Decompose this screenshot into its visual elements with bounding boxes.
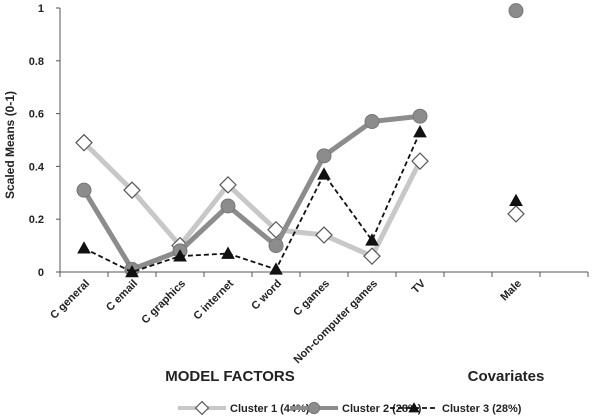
series-point <box>315 226 333 244</box>
y-tick-label: 0 <box>38 267 44 279</box>
legend-label: Cluster 1 (44%) <box>230 403 310 415</box>
series-point <box>307 401 321 415</box>
y-tick-label: 0.6 <box>29 109 44 121</box>
legend-item: Cluster 1 (44%) <box>178 400 310 416</box>
series-point <box>508 3 524 19</box>
series-line <box>83 131 421 273</box>
series-point <box>123 181 141 200</box>
x-tick-label: C games <box>291 278 332 319</box>
series-point <box>411 152 429 170</box>
x-tick-label: Non-computer games <box>292 278 380 366</box>
y-tick-label: 0.8 <box>29 56 44 68</box>
y-axis-label: Scaled Means (0-1) <box>3 91 17 199</box>
chart-series <box>75 3 525 278</box>
series-line <box>82 140 423 259</box>
x-tick-label: C word <box>249 278 284 313</box>
series-point <box>316 148 332 164</box>
series-point <box>412 108 428 124</box>
series-point <box>125 264 139 278</box>
y-tick-label: 0.2 <box>29 214 44 226</box>
group-label-covariates: Covariates <box>468 368 545 385</box>
legend-label: Cluster 3 (28%) <box>442 403 522 415</box>
series-point <box>408 402 420 413</box>
series-point <box>317 167 331 180</box>
series-point <box>413 125 427 138</box>
legend-item: Cluster 2 (28%) <box>290 401 422 415</box>
x-tick-label: Male <box>498 278 524 304</box>
series-point <box>268 238 284 254</box>
x-tick-label: C email <box>104 278 140 314</box>
series-line <box>81 113 421 272</box>
series-point <box>221 246 235 259</box>
series-point <box>269 262 283 275</box>
legend-label: Cluster 2 (28%) <box>342 403 422 415</box>
series-point <box>365 233 379 246</box>
x-tick-label: C internet <box>191 277 236 322</box>
chart-legend: Cluster 1 (44%) Cluster 2 (28%) Cluster 3 … <box>178 400 522 416</box>
series-point <box>509 193 523 207</box>
series-point <box>363 247 381 266</box>
series-point <box>220 198 236 214</box>
legend-item: Cluster 3 (28%) <box>390 402 522 415</box>
series-point <box>507 205 525 223</box>
series-point <box>219 176 237 194</box>
x-tick-label: C general <box>48 278 92 322</box>
series-point <box>76 182 92 198</box>
series-point <box>173 249 187 262</box>
series-3 <box>77 125 523 278</box>
group-label-model-factors: MODEL FACTORS <box>165 368 294 385</box>
series-1 <box>75 133 525 266</box>
x-tick-label: C graphics <box>139 278 188 327</box>
y-tick-label: 0.4 <box>29 161 45 173</box>
series-point <box>194 400 210 416</box>
series-point <box>364 114 380 130</box>
series-point <box>77 241 91 254</box>
x-tick-label: TV <box>410 277 429 296</box>
series-point <box>75 133 93 152</box>
series-2 <box>76 3 524 277</box>
y-tick-label: 1 <box>38 3 44 15</box>
